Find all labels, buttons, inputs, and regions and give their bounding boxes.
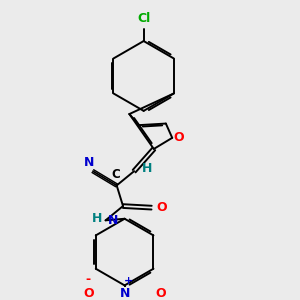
Text: H: H bbox=[92, 212, 102, 225]
Text: +: + bbox=[124, 276, 134, 286]
Text: O: O bbox=[157, 201, 167, 214]
Text: -: - bbox=[86, 273, 91, 286]
Text: N: N bbox=[119, 287, 130, 300]
Text: O: O bbox=[83, 287, 94, 300]
Text: C: C bbox=[111, 168, 120, 181]
Text: O: O bbox=[155, 287, 166, 300]
Text: H: H bbox=[142, 162, 152, 176]
Text: O: O bbox=[173, 131, 184, 144]
Text: N: N bbox=[108, 214, 118, 227]
Text: Cl: Cl bbox=[137, 12, 150, 25]
Text: N: N bbox=[83, 156, 94, 170]
